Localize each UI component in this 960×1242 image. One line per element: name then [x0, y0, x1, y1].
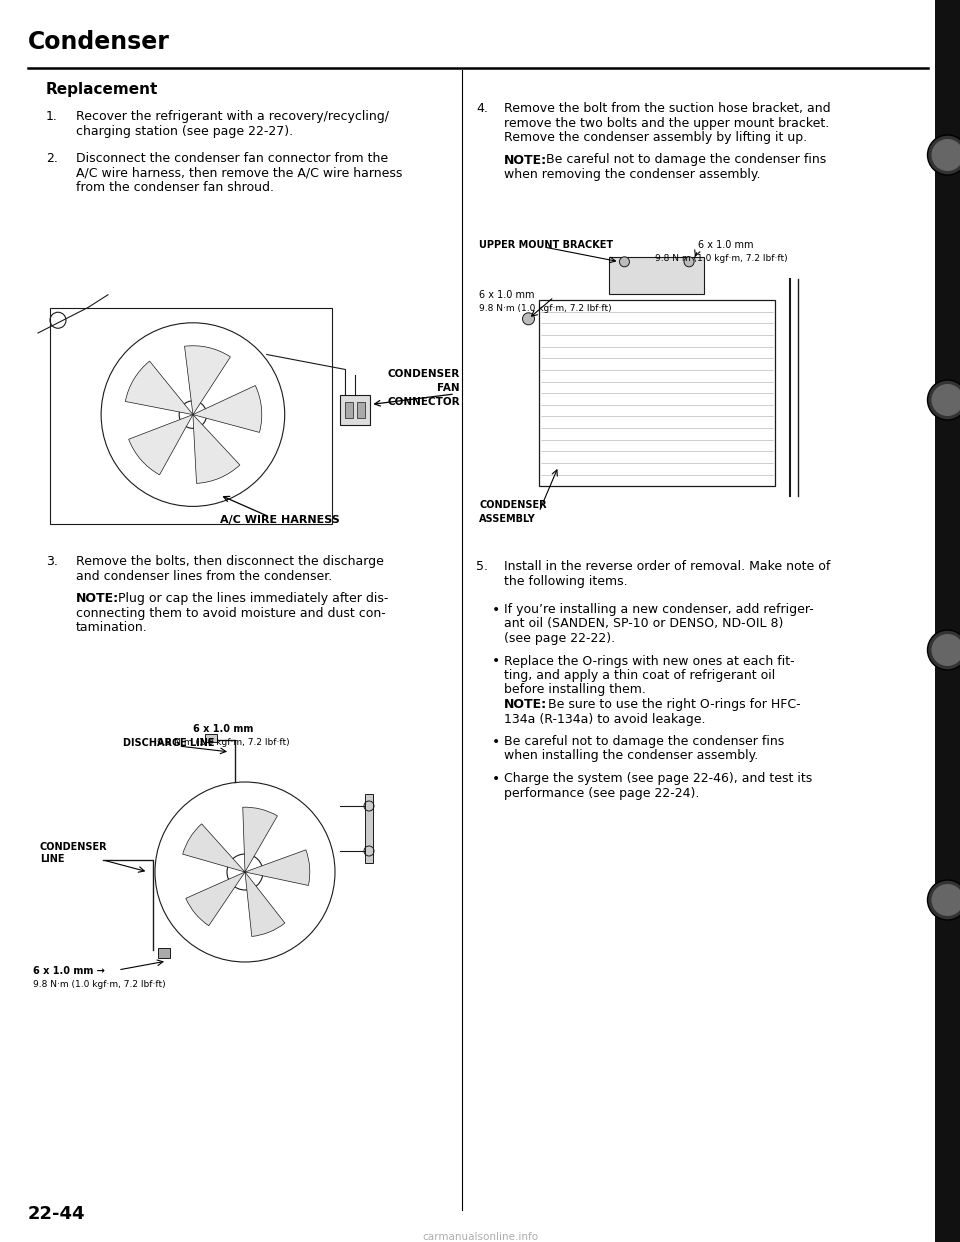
- Text: performance (see page 22-24).: performance (see page 22-24).: [504, 786, 700, 800]
- Text: carmanualsonline.info: carmanualsonline.info: [422, 1232, 538, 1242]
- Text: 5.: 5.: [476, 560, 488, 573]
- Text: •: •: [492, 655, 500, 668]
- Text: remove the two bolts and the upper mount bracket.: remove the two bolts and the upper mount…: [504, 117, 829, 129]
- Circle shape: [927, 380, 960, 420]
- Text: ant oil (SANDEN, SP-10 or DENSO, ND-OIL 8): ant oil (SANDEN, SP-10 or DENSO, ND-OIL …: [504, 617, 783, 631]
- Text: Remove the condenser assembly by lifting it up.: Remove the condenser assembly by lifting…: [504, 130, 807, 144]
- Text: 6 x 1.0 mm: 6 x 1.0 mm: [698, 240, 753, 250]
- Text: •: •: [492, 735, 500, 749]
- Text: •: •: [492, 773, 500, 786]
- Text: NOTE:: NOTE:: [76, 592, 119, 605]
- Bar: [50, 308, 332, 524]
- Circle shape: [684, 257, 694, 267]
- Wedge shape: [184, 345, 230, 415]
- Text: DISCHARGE LINE: DISCHARGE LINE: [124, 738, 215, 748]
- Text: Be careful not to damage the condenser fins: Be careful not to damage the condenser f…: [504, 735, 784, 748]
- Circle shape: [927, 135, 960, 175]
- Text: connecting them to avoid moisture and dust con-: connecting them to avoid moisture and du…: [76, 606, 386, 620]
- Text: UPPER MOUNT BRACKET: UPPER MOUNT BRACKET: [479, 240, 613, 250]
- Bar: [158, 948, 170, 958]
- Text: Recover the refrigerant with a recovery/recycling/: Recover the refrigerant with a recovery/…: [76, 111, 389, 123]
- Text: 134a (R-134a) to avoid leakage.: 134a (R-134a) to avoid leakage.: [504, 713, 706, 725]
- Text: Replace the O-rings with new ones at each fit-: Replace the O-rings with new ones at eac…: [504, 655, 795, 667]
- Text: 1.: 1.: [46, 111, 58, 123]
- Circle shape: [931, 139, 960, 171]
- Wedge shape: [182, 823, 245, 872]
- Text: CONDENSER: CONDENSER: [479, 501, 546, 510]
- Wedge shape: [193, 385, 262, 432]
- Circle shape: [931, 384, 960, 416]
- Bar: [205, 734, 217, 741]
- Text: charging station (see page 22-27).: charging station (see page 22-27).: [76, 124, 293, 138]
- Circle shape: [931, 884, 960, 917]
- Text: from the condenser fan shroud.: from the condenser fan shroud.: [76, 181, 274, 194]
- Text: 2.: 2.: [46, 152, 58, 165]
- Text: 6 x 1.0 mm →: 6 x 1.0 mm →: [33, 966, 105, 976]
- Circle shape: [931, 633, 960, 666]
- Text: 9.8 N·m (1.0 kgf·m, 7.2 lbf·ft): 9.8 N·m (1.0 kgf·m, 7.2 lbf·ft): [655, 255, 787, 263]
- Text: 6 x 1.0 mm: 6 x 1.0 mm: [193, 724, 253, 734]
- Text: LINE: LINE: [40, 854, 64, 864]
- Text: 9.8 N·m (1.0 kgf·m, 7.2 lbf·ft): 9.8 N·m (1.0 kgf·m, 7.2 lbf·ft): [33, 980, 166, 989]
- Text: NOTE:: NOTE:: [504, 698, 547, 710]
- Text: ting, and apply a thin coat of refrigerant oil: ting, and apply a thin coat of refrigera…: [504, 669, 776, 682]
- Wedge shape: [245, 850, 310, 886]
- Text: 3.: 3.: [46, 555, 58, 568]
- Text: Be sure to use the right O-rings for HFC-: Be sure to use the right O-rings for HFC…: [540, 698, 801, 710]
- Circle shape: [522, 313, 535, 325]
- Circle shape: [927, 881, 960, 920]
- Text: 9.8 N·m (1.0 kgf·m, 7.2 lbf·ft): 9.8 N·m (1.0 kgf·m, 7.2 lbf·ft): [479, 304, 612, 313]
- Wedge shape: [126, 361, 193, 415]
- Text: Disconnect the condenser fan connector from the: Disconnect the condenser fan connector f…: [76, 152, 388, 165]
- Wedge shape: [243, 807, 277, 872]
- Text: CONNECTOR: CONNECTOR: [388, 397, 460, 407]
- Text: A/C wire harness, then remove the A/C wire harness: A/C wire harness, then remove the A/C wi…: [76, 166, 402, 180]
- Bar: [474, 232, 904, 542]
- Wedge shape: [186, 872, 245, 925]
- Text: Condenser: Condenser: [28, 30, 170, 53]
- Wedge shape: [245, 872, 285, 936]
- Text: tamination.: tamination.: [76, 621, 148, 633]
- Bar: [357, 401, 366, 417]
- Text: CONDENSER: CONDENSER: [388, 369, 460, 379]
- Text: Remove the bolt from the suction hose bracket, and: Remove the bolt from the suction hose br…: [504, 102, 830, 116]
- Text: Install in the reverse order of removal. Make note of: Install in the reverse order of removal.…: [504, 560, 830, 573]
- Text: Be careful not to damage the condenser fins: Be careful not to damage the condenser f…: [542, 154, 827, 166]
- Circle shape: [619, 257, 630, 267]
- Wedge shape: [129, 415, 193, 474]
- Bar: [610, 257, 704, 294]
- Text: and condenser lines from the condenser.: and condenser lines from the condenser.: [76, 570, 332, 582]
- Text: ASSEMBLY: ASSEMBLY: [479, 514, 536, 524]
- Text: when removing the condenser assembly.: when removing the condenser assembly.: [504, 168, 760, 181]
- Text: CONDENSER: CONDENSER: [40, 842, 108, 852]
- Text: Charge the system (see page 22-46), and test its: Charge the system (see page 22-46), and …: [504, 773, 812, 785]
- Text: Remove the bolts, then disconnect the discharge: Remove the bolts, then disconnect the di…: [76, 555, 384, 568]
- Text: 6 x 1.0 mm: 6 x 1.0 mm: [479, 289, 535, 301]
- Text: Replacement: Replacement: [46, 82, 158, 97]
- Wedge shape: [193, 415, 240, 483]
- Text: A/C WIRE HARNESS: A/C WIRE HARNESS: [220, 515, 340, 525]
- Bar: [365, 794, 373, 863]
- Text: when installing the condenser assembly.: when installing the condenser assembly.: [504, 749, 758, 763]
- Bar: [341, 395, 371, 425]
- Bar: [935, 0, 960, 1242]
- Text: 22-44: 22-44: [28, 1205, 85, 1223]
- Text: NOTE:: NOTE:: [504, 154, 547, 166]
- Text: If you’re installing a new condenser, add refriger-: If you’re installing a new condenser, ad…: [504, 604, 814, 616]
- Text: (see page 22-22).: (see page 22-22).: [504, 632, 615, 645]
- Text: Plug or cap the lines immediately after dis-: Plug or cap the lines immediately after …: [114, 592, 389, 605]
- Circle shape: [927, 630, 960, 669]
- Bar: [539, 301, 775, 486]
- Bar: [346, 401, 353, 417]
- Text: the following items.: the following items.: [504, 575, 628, 587]
- Text: before installing them.: before installing them.: [504, 683, 646, 697]
- Text: FAN: FAN: [438, 383, 460, 392]
- Text: 9.8 N·m (1.0 kgf·m, 7.2 lbf·ft): 9.8 N·m (1.0 kgf·m, 7.2 lbf·ft): [157, 738, 290, 746]
- Bar: [28, 715, 462, 1016]
- Text: 4.: 4.: [476, 102, 488, 116]
- Text: •: •: [492, 604, 500, 617]
- Bar: [28, 282, 462, 537]
